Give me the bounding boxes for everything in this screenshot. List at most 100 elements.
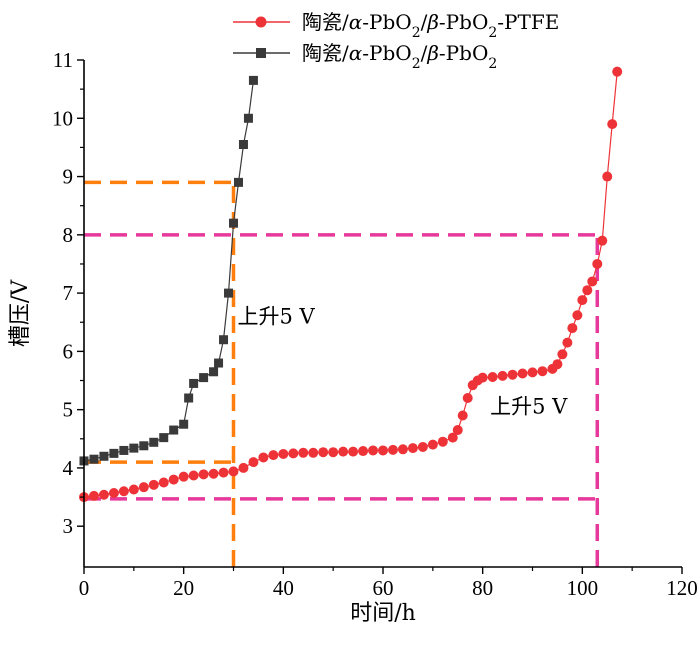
legend-label-part: α bbox=[349, 41, 363, 65]
series-0-point-63 bbox=[612, 66, 623, 77]
legend-label-0: 陶瓷/α-PbO2/β-PbO2-PTFE bbox=[302, 10, 559, 41]
series-0-point-47 bbox=[517, 368, 528, 379]
series-0-point-49 bbox=[537, 366, 548, 377]
series-0-point-26 bbox=[338, 446, 349, 457]
series-0-point-15 bbox=[228, 466, 239, 477]
y-tick-label: 4 bbox=[63, 456, 74, 480]
series-0-point-40 bbox=[462, 393, 473, 403]
series-0-point-4 bbox=[118, 486, 129, 497]
series-0-point-18 bbox=[258, 452, 269, 463]
series-0-point-22 bbox=[298, 447, 309, 458]
annotation-0: 上升5 V bbox=[237, 304, 315, 328]
series-0-point-57 bbox=[582, 285, 593, 296]
x-axis-label: 时间/h bbox=[350, 601, 416, 626]
series-1-line bbox=[83, 80, 254, 462]
series-1-point-13 bbox=[199, 373, 209, 383]
series-0-point-45 bbox=[497, 370, 508, 381]
series-0-point-36 bbox=[437, 436, 448, 447]
series-1-point-1 bbox=[89, 454, 99, 464]
series-0-point-31 bbox=[387, 444, 398, 455]
series-1 bbox=[79, 75, 258, 466]
annotations: 上升5 V 上升5 V bbox=[237, 304, 568, 418]
y-tick-label: 9 bbox=[63, 165, 74, 189]
legend-label-part: α bbox=[349, 10, 363, 34]
series-0-point-24 bbox=[318, 447, 329, 458]
legend-label-part: -PTFE bbox=[497, 10, 559, 34]
legend-label-part: -PbO bbox=[439, 10, 488, 34]
x-tick-label: 0 bbox=[79, 576, 90, 600]
legend-label-part: -PbO bbox=[362, 41, 411, 65]
series-0-point-52 bbox=[557, 349, 568, 360]
series-1-point-5 bbox=[129, 443, 139, 453]
series-1-point-16 bbox=[219, 335, 229, 345]
series-1-point-11 bbox=[184, 393, 194, 403]
series-0-point-1 bbox=[88, 490, 99, 501]
y-tick-label: 10 bbox=[52, 106, 73, 130]
y-tick-label: 5 bbox=[63, 398, 74, 422]
series-0-point-34 bbox=[417, 441, 428, 452]
series-0-point-16 bbox=[238, 462, 249, 473]
legend-marker-0 bbox=[255, 16, 267, 28]
legend-label-part: 陶瓷/ bbox=[302, 10, 349, 34]
series-1-point-8 bbox=[159, 433, 169, 443]
series-1-point-3 bbox=[109, 448, 119, 458]
legend-marker-1 bbox=[256, 48, 266, 58]
axes bbox=[77, 59, 683, 574]
series-0-point-39 bbox=[457, 410, 468, 421]
series-0-point-8 bbox=[158, 477, 169, 488]
series-0-point-37 bbox=[447, 432, 458, 443]
series-0-point-55 bbox=[572, 310, 583, 321]
y-tick-label: 11 bbox=[53, 48, 73, 72]
series-0-point-30 bbox=[378, 445, 388, 456]
x-tick-label: 20 bbox=[173, 576, 194, 600]
series-0-point-23 bbox=[308, 447, 319, 458]
series-0-point-62 bbox=[607, 119, 618, 130]
series-0-point-54 bbox=[567, 323, 578, 334]
y-tick-label: 7 bbox=[63, 281, 74, 305]
x-tick-label: 60 bbox=[373, 576, 394, 600]
series-0-point-44 bbox=[487, 372, 498, 383]
legend-entry-0: 陶瓷/α-PbO2/β-PbO2-PTFE bbox=[233, 10, 559, 41]
series-0-point-60 bbox=[597, 235, 608, 246]
legend-label-1: 陶瓷/α-PbO2/β-PbO2 bbox=[302, 41, 497, 72]
series-0-point-21 bbox=[288, 448, 299, 459]
series-0-point-17 bbox=[248, 457, 259, 468]
series-0-point-25 bbox=[328, 447, 339, 458]
series-0-point-61 bbox=[602, 171, 613, 182]
series-0-point-38 bbox=[452, 425, 463, 436]
series-1-point-12 bbox=[189, 378, 199, 388]
series-0-point-53 bbox=[562, 337, 573, 348]
y-tick-label: 3 bbox=[63, 514, 74, 538]
x-tick-label: 100 bbox=[567, 576, 599, 600]
x-tick-label: 80 bbox=[472, 576, 493, 600]
series-0-point-48 bbox=[527, 367, 538, 378]
legend-label-part: β bbox=[426, 10, 439, 34]
series-0-point-12 bbox=[198, 469, 209, 480]
series-0-point-6 bbox=[138, 482, 149, 493]
legend-label-part: β bbox=[426, 41, 439, 65]
series-1-point-19 bbox=[233, 177, 243, 187]
series-0-point-56 bbox=[577, 295, 588, 306]
series-1-point-2 bbox=[99, 451, 109, 461]
y-axis-label: 槽压/V bbox=[8, 279, 33, 347]
series-0-point-11 bbox=[188, 470, 199, 481]
series-1-point-17 bbox=[224, 288, 234, 298]
y-tick-label: 8 bbox=[63, 223, 74, 247]
series-0-point-13 bbox=[208, 468, 219, 479]
legend-entry-1: 陶瓷/α-PbO2/β-PbO2 bbox=[233, 41, 497, 72]
series-0-point-10 bbox=[178, 471, 189, 482]
series-1-point-6 bbox=[139, 441, 149, 451]
legend-label-part: 2 bbox=[412, 25, 421, 41]
annotation-1: 上升5 V bbox=[490, 395, 568, 419]
series-1-point-7 bbox=[149, 437, 159, 447]
legend-label-part: 陶瓷/ bbox=[302, 41, 349, 65]
legend-label-part: -PbO bbox=[362, 10, 411, 34]
series-0 bbox=[79, 66, 623, 503]
legend-label-part: 2 bbox=[412, 56, 421, 72]
tick-labels: 0 20 40 60 80 100 120 3 4 5 6 7 8 9 10 11 bbox=[52, 48, 698, 600]
series-0-point-59 bbox=[592, 258, 603, 269]
series-0-point-5 bbox=[128, 484, 139, 495]
series-0-point-27 bbox=[348, 446, 359, 457]
legend-label-part: / bbox=[421, 41, 428, 65]
